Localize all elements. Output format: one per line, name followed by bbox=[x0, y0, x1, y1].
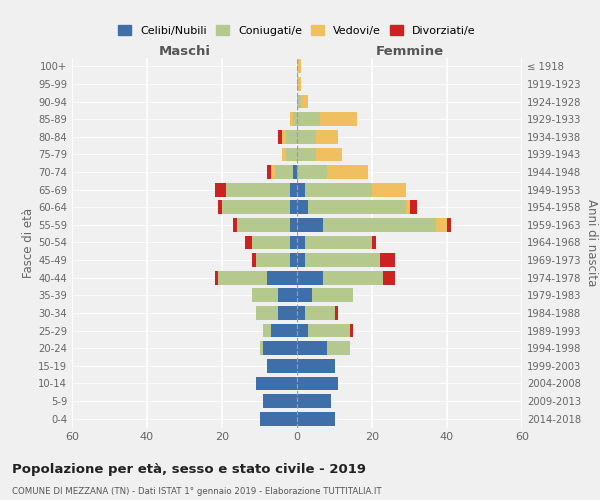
Bar bbox=[260, 342, 263, 355]
Bar bbox=[297, 253, 305, 267]
Bar bbox=[327, 165, 368, 179]
Bar bbox=[218, 271, 267, 284]
Bar bbox=[297, 218, 323, 232]
Bar bbox=[256, 306, 278, 320]
Bar bbox=[297, 324, 308, 338]
Y-axis label: Fasce di età: Fasce di età bbox=[22, 208, 35, 278]
Bar bbox=[320, 112, 357, 126]
Bar bbox=[297, 200, 308, 214]
Bar bbox=[305, 306, 335, 320]
Bar bbox=[406, 200, 409, 214]
Bar bbox=[297, 412, 335, 426]
Bar bbox=[297, 236, 305, 250]
Bar bbox=[293, 165, 297, 179]
Text: Maschi: Maschi bbox=[158, 46, 211, 59]
Bar bbox=[297, 376, 338, 390]
Bar bbox=[308, 200, 406, 214]
Text: Femmine: Femmine bbox=[376, 46, 443, 59]
Bar bbox=[290, 218, 297, 232]
Bar bbox=[290, 112, 293, 126]
Bar bbox=[282, 130, 286, 143]
Bar bbox=[290, 183, 297, 196]
Text: Popolazione per età, sesso e stato civile - 2019: Popolazione per età, sesso e stato civil… bbox=[12, 462, 366, 475]
Bar bbox=[297, 112, 320, 126]
Bar bbox=[297, 183, 305, 196]
Bar bbox=[233, 218, 237, 232]
Bar bbox=[263, 324, 271, 338]
Bar bbox=[286, 148, 297, 162]
Bar bbox=[275, 165, 293, 179]
Bar bbox=[372, 183, 406, 196]
Bar bbox=[305, 236, 372, 250]
Bar bbox=[323, 218, 436, 232]
Bar bbox=[290, 253, 297, 267]
Bar bbox=[222, 200, 290, 214]
Bar bbox=[312, 288, 353, 302]
Bar bbox=[293, 112, 297, 126]
Bar bbox=[226, 183, 290, 196]
Bar bbox=[305, 183, 372, 196]
Bar bbox=[297, 165, 327, 179]
Bar bbox=[245, 236, 252, 250]
Bar bbox=[267, 165, 271, 179]
Text: COMUNE DI MEZZANA (TN) - Dati ISTAT 1° gennaio 2019 - Elaborazione TUTTITALIA.IT: COMUNE DI MEZZANA (TN) - Dati ISTAT 1° g… bbox=[12, 488, 382, 496]
Bar bbox=[349, 324, 353, 338]
Bar bbox=[263, 394, 297, 408]
Bar bbox=[271, 165, 275, 179]
Bar bbox=[297, 394, 331, 408]
Bar bbox=[316, 130, 338, 143]
Bar bbox=[286, 130, 297, 143]
Bar bbox=[327, 342, 349, 355]
Bar bbox=[297, 130, 316, 143]
Bar bbox=[263, 342, 297, 355]
Bar bbox=[297, 148, 316, 162]
Bar bbox=[252, 236, 290, 250]
Bar bbox=[267, 359, 297, 372]
Bar bbox=[383, 271, 395, 284]
Bar bbox=[252, 288, 278, 302]
Bar bbox=[278, 288, 297, 302]
Bar bbox=[305, 253, 380, 267]
Bar bbox=[380, 253, 395, 267]
Bar bbox=[297, 306, 305, 320]
Bar bbox=[335, 306, 338, 320]
Bar bbox=[218, 200, 222, 214]
Bar bbox=[297, 288, 312, 302]
Bar bbox=[260, 412, 297, 426]
Bar bbox=[436, 218, 447, 232]
Bar bbox=[316, 148, 342, 162]
Bar bbox=[308, 324, 349, 338]
Bar bbox=[372, 236, 376, 250]
Bar bbox=[271, 324, 297, 338]
Bar bbox=[297, 342, 327, 355]
Bar bbox=[297, 271, 323, 284]
Bar bbox=[297, 359, 335, 372]
Bar bbox=[278, 130, 282, 143]
Bar bbox=[252, 253, 256, 267]
Bar bbox=[215, 271, 218, 284]
Bar bbox=[267, 271, 297, 284]
Bar bbox=[256, 253, 290, 267]
Bar bbox=[278, 306, 297, 320]
Bar bbox=[290, 236, 297, 250]
Legend: Celibi/Nubili, Coniugati/e, Vedovi/e, Divorziati/e: Celibi/Nubili, Coniugati/e, Vedovi/e, Di… bbox=[114, 20, 480, 40]
Bar bbox=[256, 376, 297, 390]
Bar bbox=[297, 77, 301, 91]
Bar bbox=[290, 200, 297, 214]
Bar bbox=[323, 271, 383, 284]
Bar bbox=[447, 218, 451, 232]
Bar bbox=[409, 200, 417, 214]
Bar bbox=[282, 148, 286, 162]
Bar bbox=[297, 94, 301, 108]
Bar bbox=[237, 218, 290, 232]
Y-axis label: Anni di nascita: Anni di nascita bbox=[585, 199, 598, 286]
Bar bbox=[301, 94, 308, 108]
Bar bbox=[297, 60, 301, 73]
Bar bbox=[215, 183, 226, 196]
